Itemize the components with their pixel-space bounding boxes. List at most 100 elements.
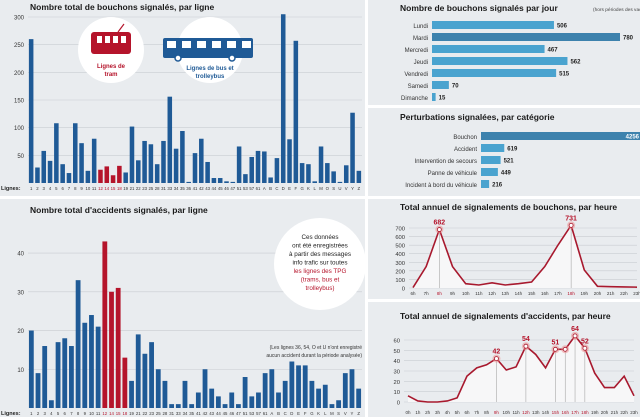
x-tick-label: 18h xyxy=(567,291,575,296)
bar-E xyxy=(287,139,292,183)
bar-61 xyxy=(255,150,261,183)
x-tick-label: 4h xyxy=(445,410,451,415)
x-tick-label: 3 xyxy=(43,186,46,191)
y-tick-label: 20 xyxy=(17,329,24,335)
bar-Y xyxy=(349,369,355,408)
note-text: info trafic sur toutes xyxy=(293,260,348,267)
y-tick-label: 600 xyxy=(395,235,405,241)
x-tick-label: 46 xyxy=(224,186,229,191)
chart-title: Nombre total de bouchons signalés, par l… xyxy=(30,2,214,12)
x-tick-label: 1h xyxy=(415,410,421,415)
bus-wheel xyxy=(174,54,182,62)
x-tick-label: 10 xyxy=(85,186,90,191)
area-fill xyxy=(413,225,637,288)
value-label: 467 xyxy=(548,48,559,54)
x-tick-label: 42 xyxy=(199,186,204,191)
value-label: 506 xyxy=(557,24,568,30)
bar-V xyxy=(342,373,348,408)
category-label: Accident xyxy=(454,147,477,153)
x-tick-label: 36 xyxy=(186,186,191,191)
x-tick-label: 33 xyxy=(167,186,172,191)
x-tick-label: 1 xyxy=(30,411,33,416)
x-tick-label: 1 xyxy=(30,186,33,191)
category-label: Panne de véhicule xyxy=(428,171,478,177)
x-tick-label: A xyxy=(270,411,273,416)
bar-9 xyxy=(79,143,84,183)
bar-A xyxy=(262,151,267,183)
x-tick-label: 5 xyxy=(55,186,58,191)
bar-Z xyxy=(356,388,362,408)
y-tick-label: 300 xyxy=(395,261,405,267)
bus-wheel xyxy=(228,54,236,62)
x-tick-label: 22 xyxy=(143,411,148,416)
bar-28 xyxy=(162,380,168,408)
x-tick-label: C xyxy=(275,186,278,191)
y-tick-label: 10 xyxy=(394,390,400,396)
chart-title: Perturbations signalées, par catégorie xyxy=(400,112,555,122)
bar-18 xyxy=(122,357,128,408)
x-tick-label: 9h xyxy=(494,410,500,415)
x-tick-label: 12h xyxy=(522,410,530,415)
x-tick-label: 6 xyxy=(61,186,64,191)
x-tick-label: 20h xyxy=(594,291,602,296)
y-tick-label: 200 xyxy=(14,71,25,77)
y-tick-label: 300 xyxy=(14,16,25,22)
x-tick-label: Z xyxy=(357,411,360,416)
y-tick-label: 100 xyxy=(395,278,405,284)
x-tick-label: 10 xyxy=(89,411,94,416)
note-text: Ces données xyxy=(301,234,338,241)
x-tick-label: 9h xyxy=(450,291,456,296)
x-tick-label: A xyxy=(263,186,266,191)
panel-bouchons-par-jour: Nombre de bouchons signalés par jour (hor… xyxy=(368,0,640,105)
bar-23 xyxy=(149,342,154,408)
bar-G xyxy=(299,163,305,183)
y-tick-label: 40 xyxy=(394,359,400,365)
bar-57 xyxy=(256,392,261,408)
bar-4 xyxy=(48,400,54,408)
x-tick-label: D xyxy=(282,186,285,191)
x-tick-label: Z xyxy=(358,186,361,191)
value-label: 780 xyxy=(623,36,634,42)
data-point xyxy=(568,222,574,228)
x-tick-label: O xyxy=(326,186,330,191)
data-label: 682 xyxy=(434,220,446,227)
x-tick-label: 61 xyxy=(263,411,268,416)
x-tick-label: 23h xyxy=(633,291,640,296)
bar-43 xyxy=(205,161,210,183)
bar-B xyxy=(276,392,281,408)
bar-57 xyxy=(249,156,254,183)
x-tick-label: 18 xyxy=(117,186,122,191)
value-label: 15 xyxy=(439,96,446,102)
chart-title: Total annuel de signalements de bouchons… xyxy=(400,202,617,212)
x-tick-label: 6 xyxy=(64,411,67,416)
x-tick-label: 21 xyxy=(130,186,135,191)
bar-K xyxy=(316,388,321,408)
bar-C xyxy=(274,158,280,183)
x-tick-label: 31 xyxy=(169,411,174,416)
x-tick-label: 47 xyxy=(236,411,241,416)
x-tick-label: 19 xyxy=(123,186,128,191)
bar-36 xyxy=(186,181,191,183)
x-tick-label: 57 xyxy=(256,411,261,416)
x-tick-label: 14h xyxy=(542,410,550,415)
y-tick-label: 60 xyxy=(394,339,400,345)
bar-M xyxy=(329,404,335,408)
annotation-text: aucun accident durant la période analysé… xyxy=(266,353,362,359)
bar-31 xyxy=(169,404,175,408)
bar-10 xyxy=(89,315,94,408)
x-tick-label: 45 xyxy=(223,411,228,416)
x-tick-label: 23 xyxy=(142,186,147,191)
bar-Jeudi xyxy=(432,57,568,65)
bar-2 xyxy=(35,167,40,183)
value-label: 449 xyxy=(501,171,512,177)
bar-E xyxy=(296,365,301,408)
x-tick-label: 28 xyxy=(163,411,168,416)
chart-subtitle: (hors périodes des vacances scolaires) xyxy=(593,7,640,13)
panel-accidents-par-ligne: Nombre total d'accidents signalés, par l… xyxy=(0,199,365,417)
data-point xyxy=(552,346,558,352)
chart-accidents-par-heure: Total annuel de signalements d'accidents… xyxy=(394,311,639,415)
x-tick-label: 19h xyxy=(581,291,589,296)
y-tick-label: 150 xyxy=(14,99,25,105)
x-tick-label: 6h xyxy=(464,410,470,415)
bar-Intervention de secours xyxy=(481,156,501,164)
